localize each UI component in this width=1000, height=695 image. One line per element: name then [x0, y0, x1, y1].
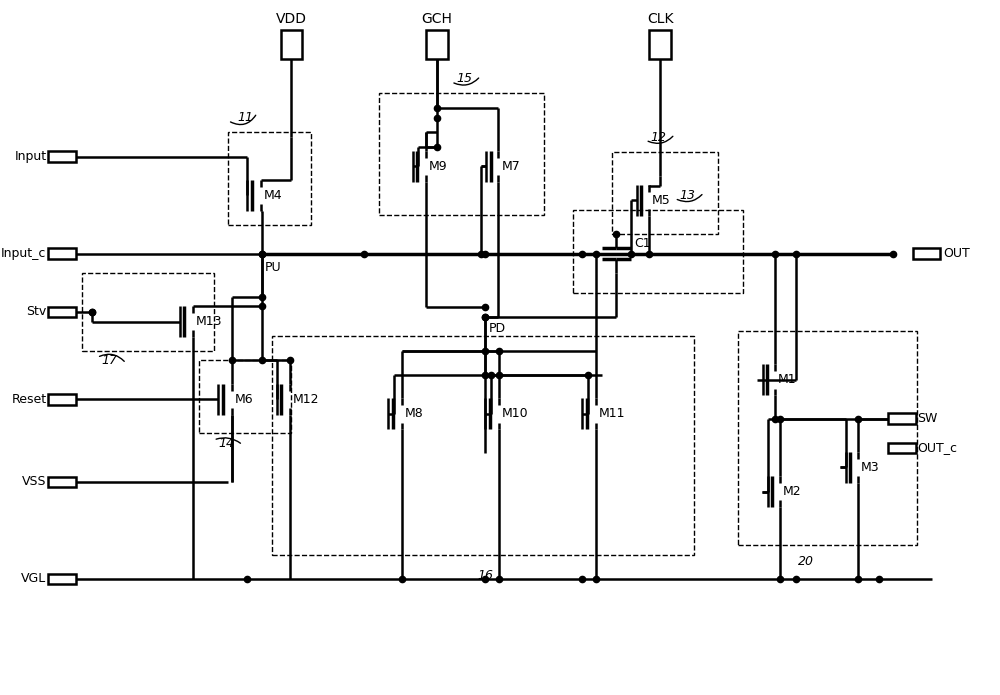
Text: GCH: GCH — [421, 13, 452, 26]
Bar — [888, 443, 916, 453]
Text: M1: M1 — [778, 373, 797, 386]
Text: 15: 15 — [456, 72, 472, 85]
Bar — [272, 336, 694, 555]
Text: VSS: VSS — [22, 475, 46, 489]
Text: M6: M6 — [235, 393, 253, 406]
Bar — [426, 31, 448, 60]
Text: OUT_c: OUT_c — [917, 441, 957, 455]
Text: 11: 11 — [238, 111, 254, 124]
Text: M3: M3 — [861, 461, 879, 474]
Bar — [48, 306, 76, 318]
Text: 13: 13 — [680, 189, 696, 202]
Bar — [888, 414, 916, 424]
Text: M8: M8 — [405, 407, 424, 420]
Text: M5: M5 — [652, 194, 671, 207]
Text: VGL: VGL — [21, 573, 46, 585]
Bar — [738, 332, 917, 545]
Text: SW: SW — [917, 412, 938, 425]
Bar — [913, 248, 940, 259]
Text: Reset: Reset — [11, 393, 46, 406]
Bar — [48, 477, 76, 487]
Text: VDD: VDD — [276, 13, 307, 26]
Bar — [48, 248, 76, 259]
Bar — [228, 132, 311, 224]
Text: Stv: Stv — [26, 305, 46, 318]
Text: M9: M9 — [429, 160, 448, 173]
Text: 17: 17 — [102, 354, 118, 367]
Text: 14: 14 — [218, 436, 234, 450]
Text: PD: PD — [488, 322, 505, 334]
Text: M12: M12 — [293, 393, 320, 406]
Text: M4: M4 — [264, 189, 283, 202]
Text: Input_c: Input_c — [1, 247, 46, 260]
Bar — [48, 394, 76, 404]
Text: 12: 12 — [650, 131, 666, 144]
Bar — [379, 93, 544, 215]
Bar — [281, 31, 302, 60]
Text: M13: M13 — [196, 315, 223, 328]
Bar — [48, 152, 76, 162]
Text: M7: M7 — [501, 160, 520, 173]
Bar — [82, 273, 214, 351]
Text: C1: C1 — [634, 238, 651, 250]
Bar — [48, 573, 76, 584]
Text: M2: M2 — [783, 485, 802, 498]
Text: M11: M11 — [599, 407, 625, 420]
Text: PU: PU — [265, 261, 282, 275]
Text: CLK: CLK — [647, 13, 673, 26]
Text: 16: 16 — [477, 569, 493, 582]
Bar — [199, 361, 291, 433]
Bar — [612, 152, 718, 234]
Bar — [649, 31, 671, 60]
Text: 20: 20 — [798, 555, 814, 568]
Text: Input: Input — [14, 150, 46, 163]
Bar — [573, 210, 743, 293]
Text: OUT: OUT — [944, 247, 970, 260]
Text: M10: M10 — [502, 407, 529, 420]
